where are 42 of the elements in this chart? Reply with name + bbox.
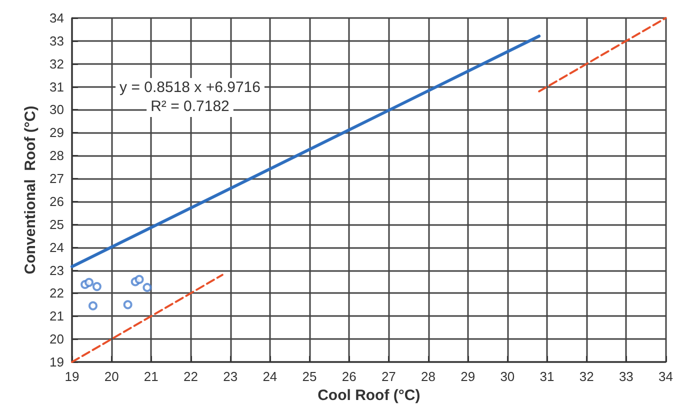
y-tick-label: 22 [50,286,64,301]
y-tick-label: 33 [50,33,64,48]
x-tick-label: 23 [223,369,238,384]
y-tick-label: 21 [50,308,64,324]
y-tick-label: 23 [50,262,64,278]
y-tick-label: 19 [50,354,64,370]
annotation: y = 0.8518 x +6.9716 [120,79,260,96]
y-tick-label: 30 [50,102,64,118]
x-tick-label: 32 [579,369,594,384]
y-tick-label: 20 [50,332,64,347]
x-tick-label: 24 [262,369,278,384]
point [88,301,98,310]
x-tick-label: 28 [421,369,436,384]
y-tick-label: 24 [50,240,64,255]
x-tick-label: 29 [460,369,476,384]
x-tick-label: 21 [144,369,158,384]
point [134,274,144,284]
x-tick-label: 26 [342,369,356,384]
annotation: R² = 0.7182 [150,98,230,115]
x-tick-label: 33 [618,369,634,384]
y-tick-label: 28 [50,148,64,164]
x-tick-label: 34 [658,369,674,384]
y-tick-label: 34 [50,10,64,26]
x-tick-label: 22 [184,369,198,384]
y-tick-label: 31 [50,79,64,94]
y-tick-label: 32 [50,56,64,72]
point [84,278,94,287]
point [92,282,102,292]
x-axis-title: Cool Roof (°C) [318,387,420,404]
y-axis-title: Conventional Roof (°C) [22,106,39,274]
x-tick-label: 27 [381,369,396,384]
y-tick-label: 26 [50,194,64,209]
x-tick-label: 30 [500,369,515,384]
y-tick-label: 27 [50,171,64,186]
x-tick-label: 20 [104,369,119,384]
point [142,282,152,292]
y-tick-label: 29 [50,125,64,140]
x-tick-label: 19 [64,369,80,384]
y-tick-label: 25 [50,216,64,232]
point [123,300,132,310]
x-tick-label: 31 [540,369,554,384]
x-tick-label: 25 [302,369,317,384]
